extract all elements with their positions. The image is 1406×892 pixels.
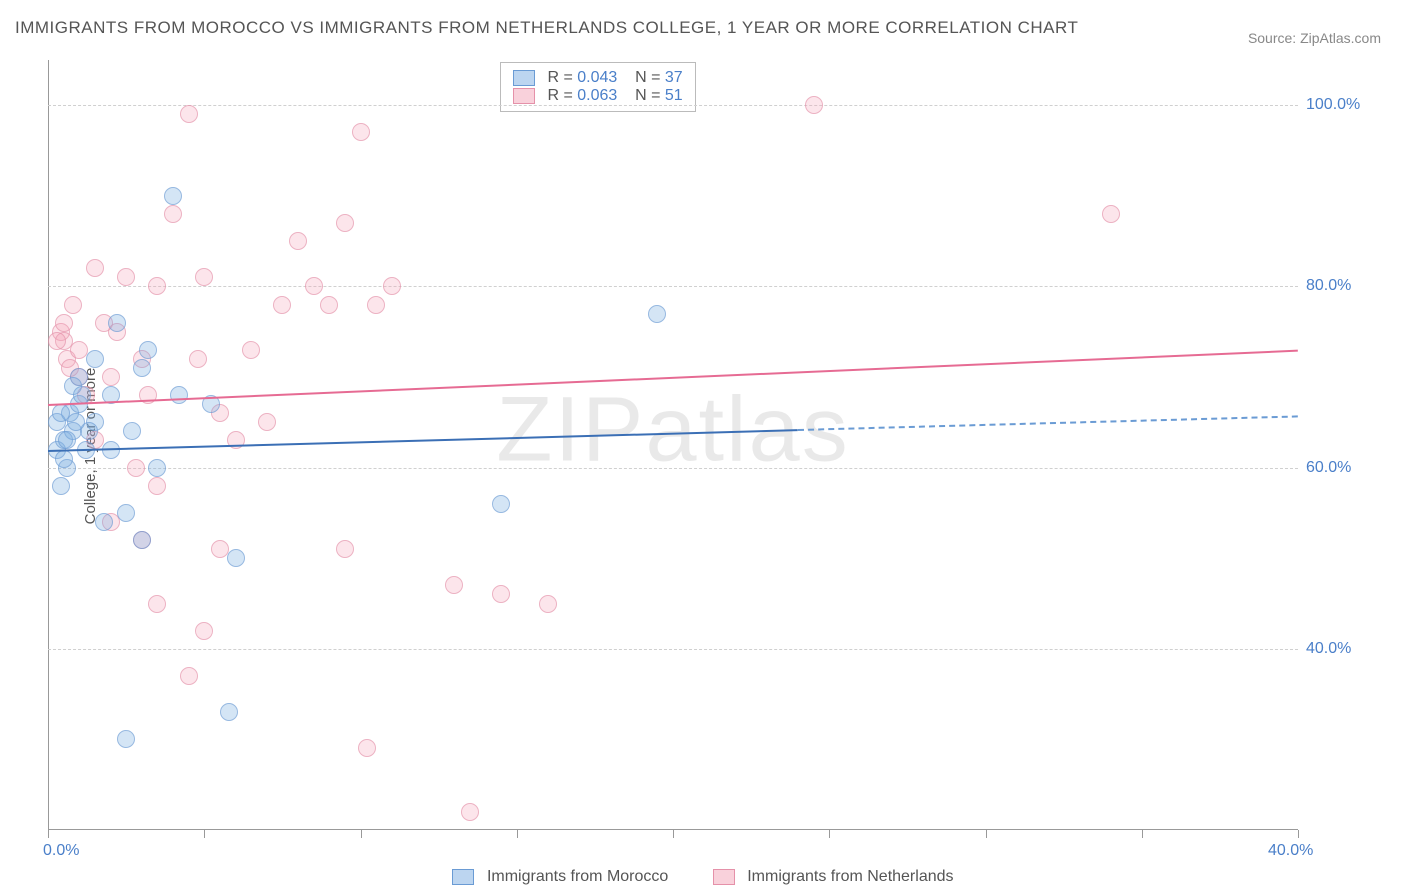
scatter-point <box>117 504 135 522</box>
chart-legend: Immigrants from Morocco Immigrants from … <box>0 868 1406 886</box>
scatter-point <box>58 431 76 449</box>
scatter-point <box>86 259 104 277</box>
scatter-point <box>95 513 113 531</box>
scatter-point <box>461 803 479 821</box>
scatter-point <box>133 531 151 549</box>
trend-line <box>48 429 798 452</box>
scatter-point <box>108 314 126 332</box>
swatch-blue-icon <box>513 70 535 86</box>
scatter-point <box>117 730 135 748</box>
scatter-point <box>1102 205 1120 223</box>
scatter-point <box>195 268 213 286</box>
stat-row-blue: R = 0.043 N = 37 <box>513 69 683 87</box>
x-tick <box>829 830 830 838</box>
n-value-blue: 37 <box>665 69 683 86</box>
x-tick <box>1298 830 1299 838</box>
gridline-horizontal <box>48 468 1298 469</box>
scatter-point <box>67 413 85 431</box>
scatter-point <box>133 359 151 377</box>
gridline-horizontal <box>48 649 1298 650</box>
legend-item-pink: Immigrants from Netherlands <box>713 868 954 886</box>
gridline-horizontal <box>48 286 1298 287</box>
chart-title: IMMIGRANTS FROM MOROCCO VS IMMIGRANTS FR… <box>15 18 1078 38</box>
scatter-point <box>289 232 307 250</box>
scatter-point <box>48 332 66 350</box>
legend-label-blue: Immigrants from Morocco <box>487 868 668 885</box>
y-tick-label: 100.0% <box>1306 96 1386 114</box>
scatter-point <box>148 595 166 613</box>
x-tick-label: 0.0% <box>43 842 79 860</box>
y-tick-label: 60.0% <box>1306 459 1386 477</box>
y-tick-label: 80.0% <box>1306 277 1386 295</box>
scatter-point <box>336 540 354 558</box>
legend-label-pink: Immigrants from Netherlands <box>747 868 953 885</box>
scatter-point <box>220 703 238 721</box>
x-tick-label: 40.0% <box>1268 842 1313 860</box>
scatter-point <box>539 595 557 613</box>
swatch-pink-icon <box>513 88 535 104</box>
scatter-point <box>258 413 276 431</box>
scatter-point <box>180 667 198 685</box>
legend-swatch-blue-icon <box>452 869 474 885</box>
r-label-pink: R = <box>547 87 572 104</box>
scatter-point <box>52 477 70 495</box>
scatter-point <box>195 622 213 640</box>
x-tick <box>361 830 362 838</box>
scatter-point <box>242 341 260 359</box>
scatter-point <box>86 350 104 368</box>
trend-line <box>48 350 1298 406</box>
scatter-point <box>148 277 166 295</box>
scatter-point <box>55 314 73 332</box>
r-label-blue: R = <box>547 69 572 86</box>
chart-plot-area: ZIPatlas R = 0.043 N = 37 R = 0.063 N = … <box>48 60 1298 830</box>
scatter-point <box>445 576 463 594</box>
stat-row-pink: R = 0.063 N = 51 <box>513 87 683 105</box>
legend-swatch-pink-icon <box>713 869 735 885</box>
scatter-point <box>170 386 188 404</box>
source-label: Source: ZipAtlas.com <box>1248 30 1381 46</box>
scatter-point <box>273 296 291 314</box>
scatter-point <box>180 105 198 123</box>
scatter-point <box>102 368 120 386</box>
scatter-point <box>55 450 73 468</box>
x-tick <box>1142 830 1143 838</box>
scatter-point <box>117 268 135 286</box>
r-value-blue: 0.043 <box>577 69 617 86</box>
r-value-pink: 0.063 <box>577 87 617 104</box>
scatter-point <box>492 495 510 513</box>
scatter-point <box>64 296 82 314</box>
x-tick <box>673 830 674 838</box>
scatter-point <box>148 477 166 495</box>
scatter-point <box>139 341 157 359</box>
scatter-point <box>367 296 385 314</box>
scatter-point <box>148 459 166 477</box>
legend-item-blue: Immigrants from Morocco <box>452 868 668 886</box>
gridline-horizontal <box>48 105 1298 106</box>
y-tick-label: 40.0% <box>1306 640 1386 658</box>
x-tick <box>204 830 205 838</box>
scatter-point <box>805 96 823 114</box>
scatter-point <box>189 350 207 368</box>
scatter-point <box>164 187 182 205</box>
n-value-pink: 51 <box>665 87 683 104</box>
n-label-pink: N = <box>635 87 660 104</box>
x-tick <box>986 830 987 838</box>
x-tick <box>517 830 518 838</box>
scatter-point <box>227 549 245 567</box>
scatter-point <box>383 277 401 295</box>
n-label-blue: N = <box>635 69 660 86</box>
x-tick <box>48 830 49 838</box>
scatter-point <box>123 422 141 440</box>
scatter-point <box>492 585 510 603</box>
scatter-point <box>358 739 376 757</box>
trend-line <box>798 415 1298 431</box>
scatter-point <box>336 214 354 232</box>
scatter-point <box>305 277 323 295</box>
scatter-point <box>164 205 182 223</box>
scatter-point <box>320 296 338 314</box>
scatter-point <box>127 459 145 477</box>
scatter-point <box>648 305 666 323</box>
scatter-point <box>352 123 370 141</box>
